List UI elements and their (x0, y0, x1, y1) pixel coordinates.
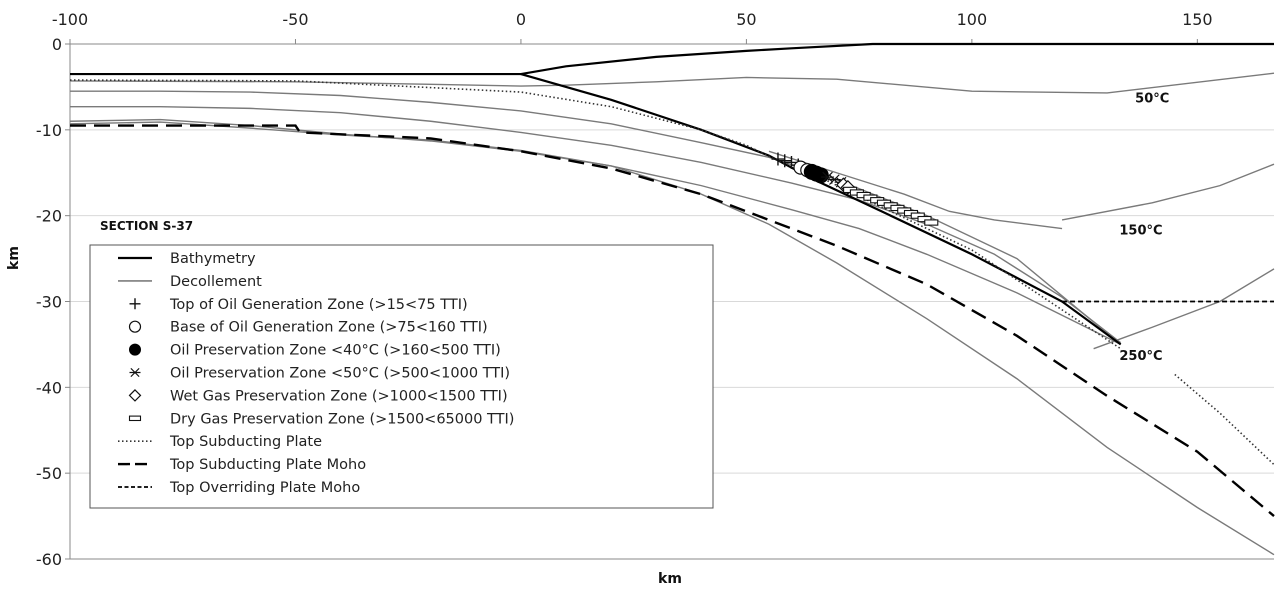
y-tick-label: -60 (36, 550, 62, 569)
legend-label: Dry Gas Preservation Zone (>1500<65000 T… (170, 411, 514, 427)
series-line (70, 124, 1275, 518)
decollement-line (1093, 268, 1275, 350)
isotherm-labels: 50°C 150°C 250°C (1119, 91, 1169, 364)
legend-label: Oil Preservation Zone <50°C (>500<1000 T… (170, 366, 510, 382)
legend-label: Decollement (170, 274, 262, 290)
filled-circle-marker (129, 343, 141, 356)
asterisk-marker (129, 367, 141, 378)
y-tick-labels: 0 -10 -20 -30 -40 -50 -60 (36, 35, 70, 569)
legend-swatch (128, 415, 142, 422)
x-tick-label: -50 (282, 10, 308, 29)
series-line (69, 79, 1122, 350)
open-circle-marker (128, 320, 142, 333)
legend-swatch (129, 298, 141, 310)
bar-marker (128, 415, 142, 422)
plus-marker (771, 152, 785, 166)
legend: Bathymetry Decollement Top of Oil Generati… (89, 244, 714, 509)
y-tick-label: -20 (36, 207, 62, 226)
maturity-markers (771, 152, 939, 226)
decollement-line (69, 72, 1275, 94)
x-axis-title: km (658, 571, 682, 587)
x-tick-label: 0 (516, 10, 526, 29)
x-tick-labels: -100 -50 0 50 100 150 (52, 10, 1213, 44)
legend-swatch (128, 320, 142, 333)
series-line (1174, 373, 1275, 466)
isotherm-label: 50°C (1135, 91, 1169, 106)
legend-swatch (129, 367, 141, 378)
decollement-line (70, 105, 1122, 344)
series-line (70, 42, 1274, 76)
y-tick-label: -40 (36, 378, 62, 397)
legend-label: Top Subducting Plate (169, 434, 322, 450)
legend-label: Bathymetry (170, 251, 256, 267)
decollement-line (1061, 163, 1275, 221)
y-tick-label: -50 (36, 464, 62, 483)
diamond-marker (128, 389, 142, 402)
legend-label: Oil Preservation Zone <40°C (>160<500 TT… (170, 343, 501, 359)
x-tick-label: 100 (957, 10, 988, 29)
decollement-line (70, 90, 1122, 345)
y-axis-title: km (6, 246, 22, 270)
legend-label: Top of Oil Generation Zone (>15<75 TTI) (169, 297, 468, 313)
filled-circle-marker (812, 167, 829, 184)
legend-swatch (128, 389, 142, 402)
x-tick-label: 150 (1182, 10, 1213, 29)
legend-swatch (129, 343, 141, 356)
plus-marker (129, 298, 141, 310)
x-tick-label: -100 (52, 10, 88, 29)
plus-marker (778, 154, 792, 168)
y-tick-label: -30 (36, 293, 62, 312)
isotherm-label: 250°C (1119, 349, 1162, 364)
decollement-line (69, 121, 1275, 556)
legend-label: Wet Gas Preservation Zone (>1000<1500 TT… (170, 388, 508, 404)
section-title: SECTION S-37 (100, 219, 193, 233)
legend-label: Base of Oil Generation Zone (>75<160 TTI… (170, 320, 488, 336)
x-tick-label: 50 (736, 10, 756, 29)
legend-box (89, 244, 714, 509)
bar-marker (924, 219, 939, 226)
isotherm-label: 150°C (1119, 224, 1162, 239)
legend-label: Top Subducting Plate Moho (169, 457, 366, 473)
y-tick-label: -10 (36, 121, 62, 140)
y-tick-label: 0 (52, 35, 62, 54)
legend-label: Top Overriding Plate Moho (169, 480, 360, 496)
